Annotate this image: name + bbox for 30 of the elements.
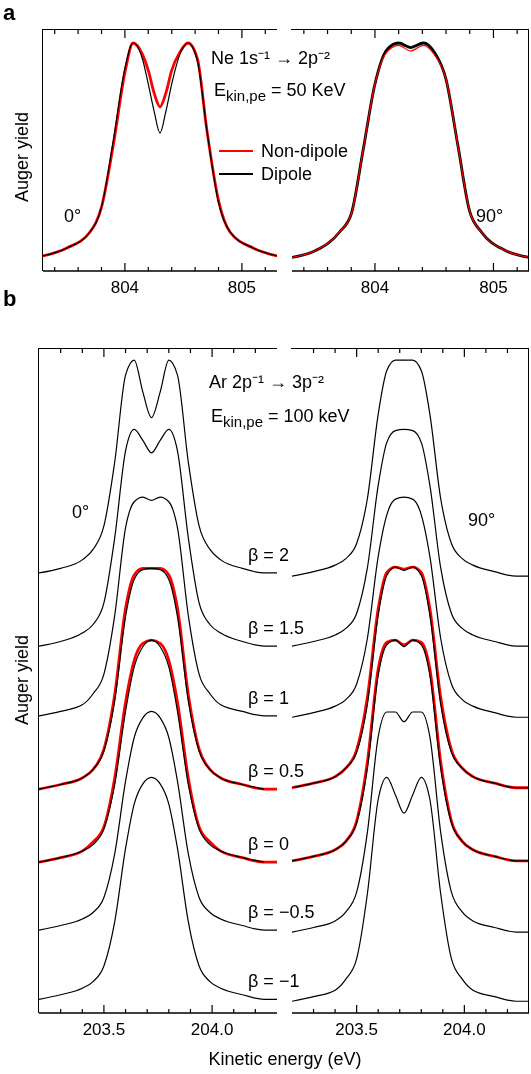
x-tick-label: 204.0 (190, 1020, 234, 1039)
legend-label: Non-dipole (261, 140, 349, 162)
annotation: 90° (468, 510, 496, 532)
text: b (3, 286, 17, 313)
series-label: β = 2 (248, 544, 289, 565)
x-tick-label: 203.5 (335, 1020, 378, 1039)
series-label: β = −1 (248, 971, 300, 992)
series-label: β = 1.5 (248, 618, 304, 639)
y-axis-title: Auger yield (11, 111, 33, 203)
legend-label: Dipole (261, 163, 313, 185)
series-label: β = 1 (248, 687, 289, 708)
annotation: 0° (72, 502, 90, 524)
annotation: Ne 1s⁻¹ → 2p⁻² (211, 48, 331, 70)
x-tick-label: 804 (110, 278, 140, 297)
x-tick-label: 805 (479, 278, 508, 297)
annotation: 90° (476, 206, 504, 228)
annotation: E$_{kin,pe}$ = 100 keV (211, 406, 350, 431)
series-label: β = −0.5 (248, 902, 315, 923)
series-label: β = 0.5 (248, 761, 304, 782)
annotation: Ar 2p⁻¹ → 3p⁻² (209, 372, 325, 394)
text: a (3, 0, 16, 27)
annotation: E$_{kin,pe}$ = 50 KeV (214, 80, 346, 105)
x-tick-label: 203.5 (82, 1020, 126, 1039)
x-tick-label: 204.0 (443, 1020, 486, 1039)
x-tick-label: 804 (360, 278, 390, 297)
annotation: 0° (64, 206, 82, 228)
x-axis-title: Kinetic energy (eV) (208, 1049, 362, 1070)
x-tick-label: 805 (227, 278, 257, 297)
series-label: β = 0 (248, 834, 289, 855)
y-axis-title: Auger yield (11, 634, 33, 726)
